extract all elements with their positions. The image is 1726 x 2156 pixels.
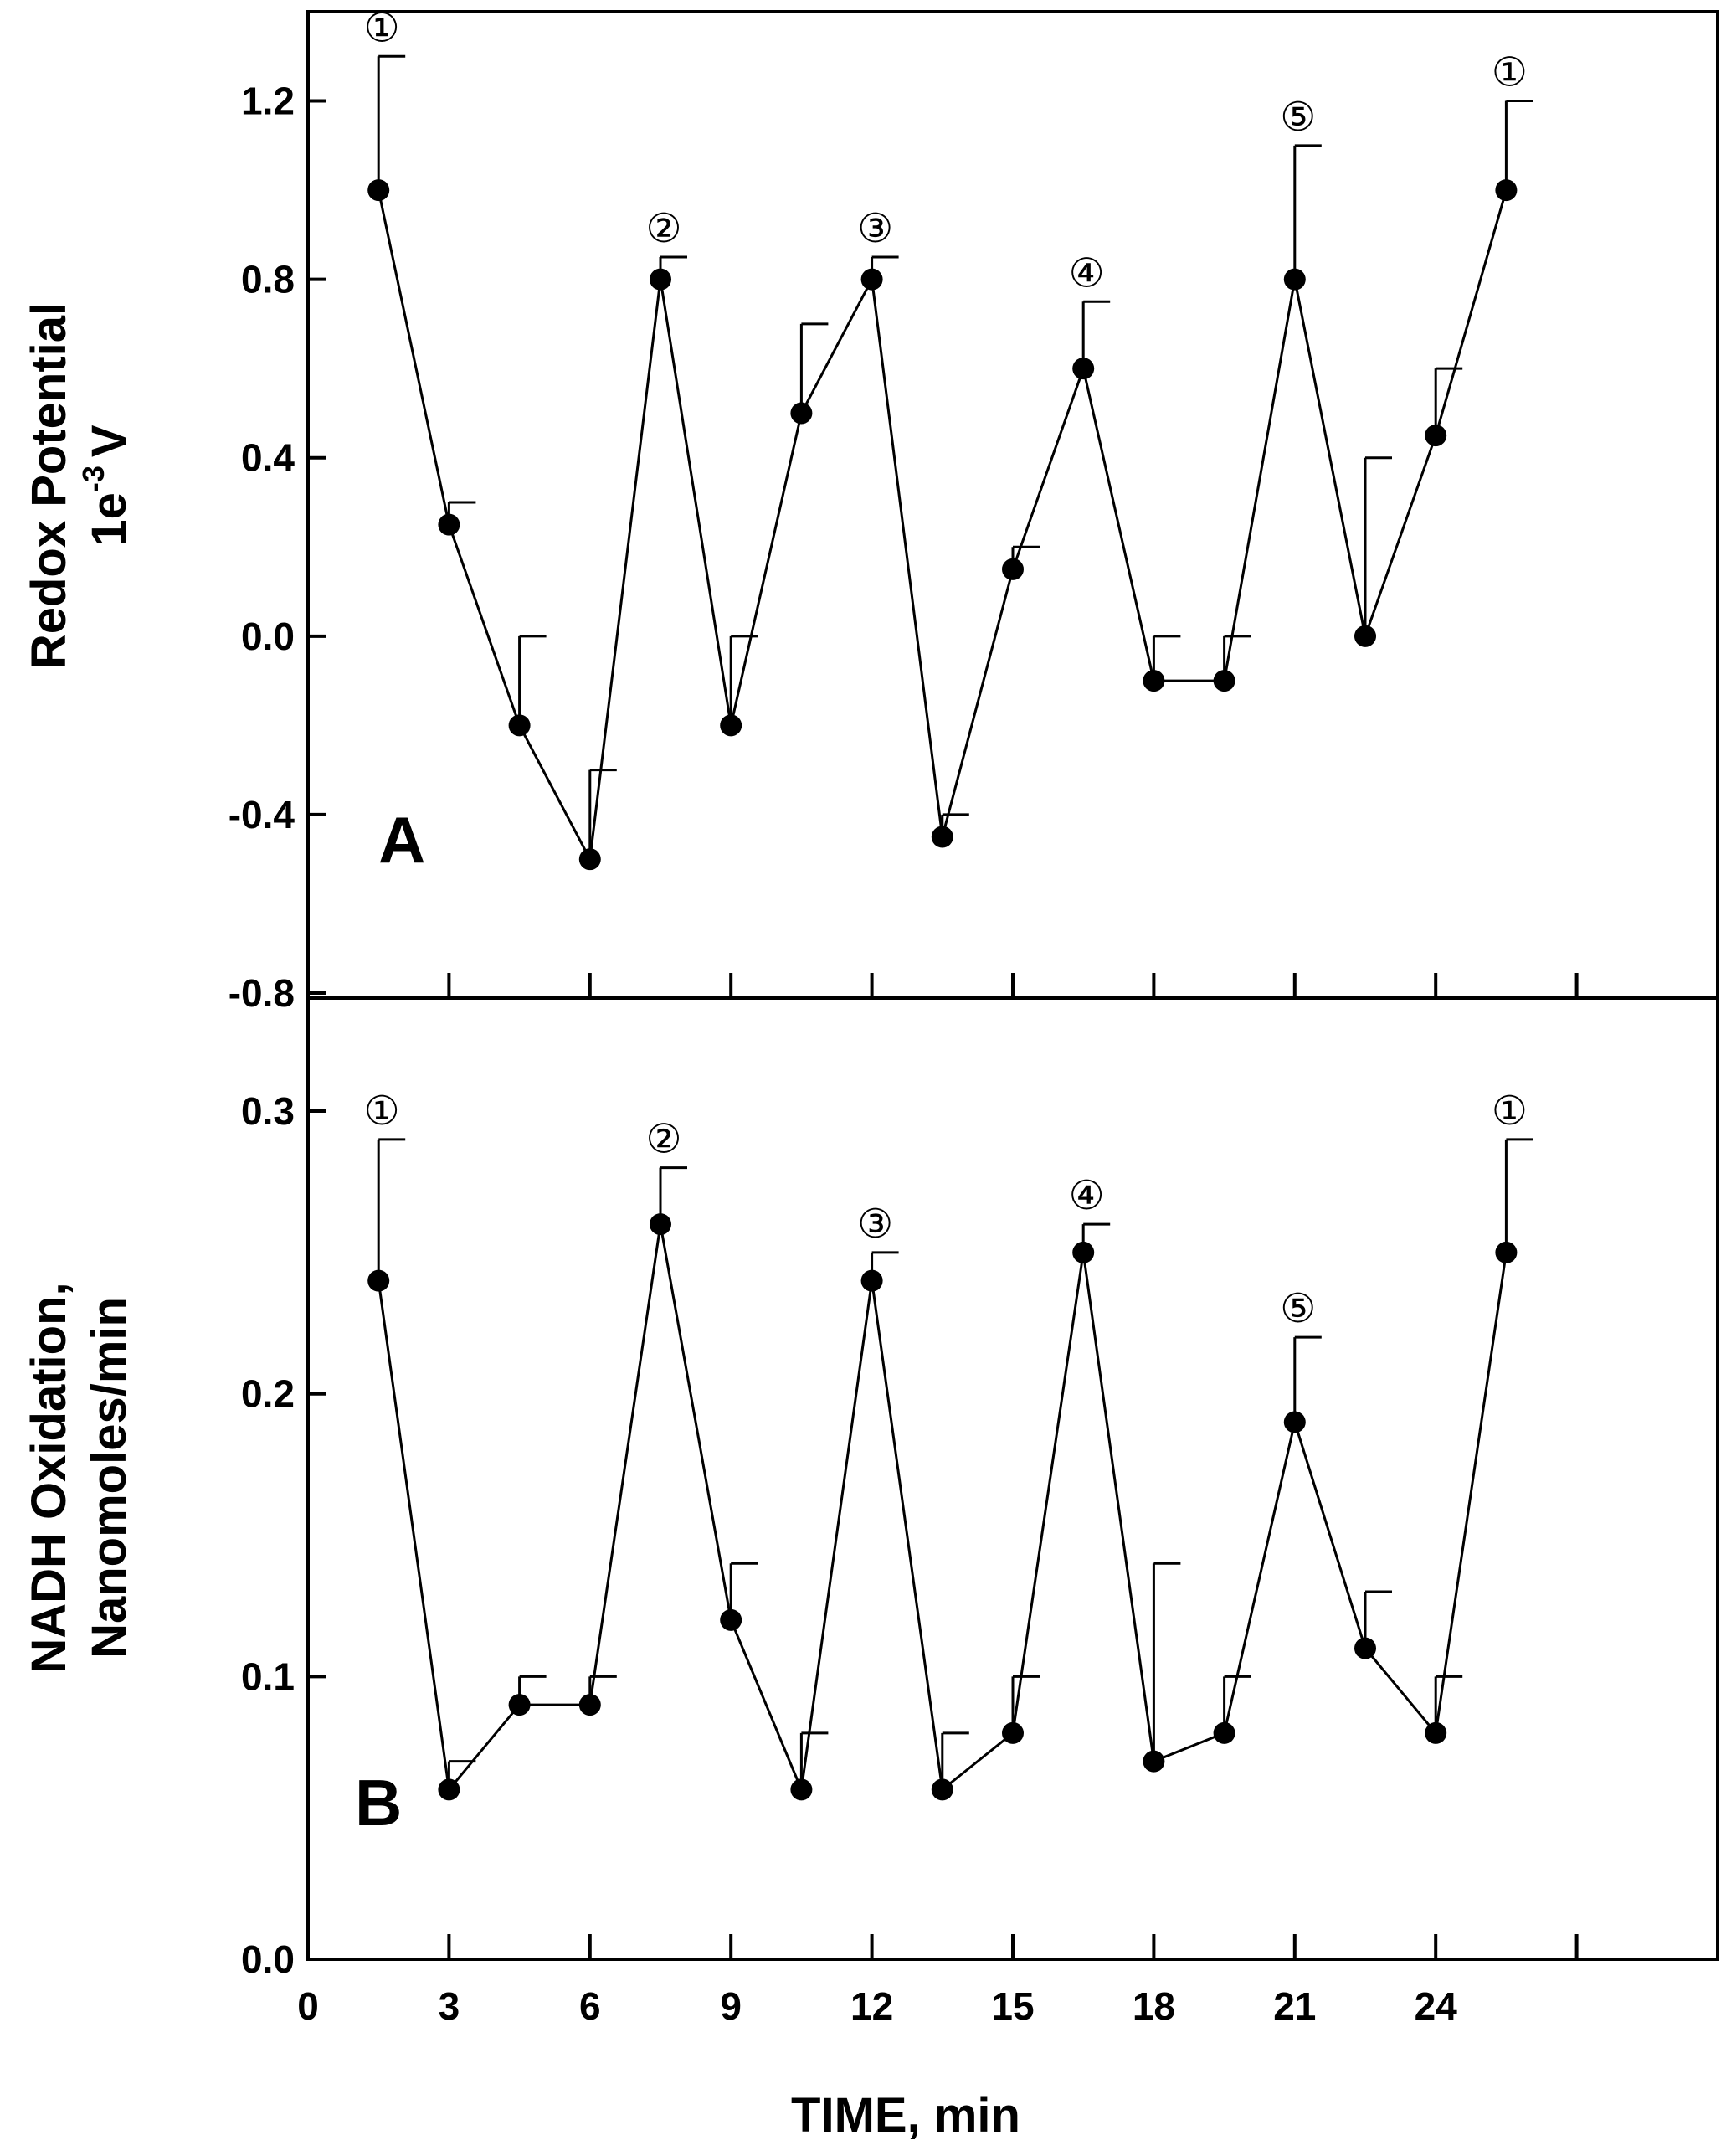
- panel-b-point-15: [1425, 1721, 1447, 1744]
- panel-a-ylabel-line1: Redox Potential: [22, 302, 76, 669]
- panel-a-point-9: [1002, 558, 1024, 580]
- panel-a-ytick-label-2: 0.0: [241, 615, 295, 658]
- panel-a-peak-label-0: ①: [364, 4, 400, 51]
- panel-a-ytick-label-3: 0.4: [241, 436, 295, 480]
- panel-b-peak-label-3: ④: [1069, 1172, 1105, 1219]
- panel-b-point-11: [1143, 1750, 1165, 1773]
- x-tick-label-0: 0: [297, 1984, 319, 2028]
- panel-b-point-6: [790, 1778, 813, 1801]
- panel-b-ytick-label-0: 0.0: [241, 1937, 295, 1981]
- panel-a-point-7: [860, 268, 883, 291]
- x-tick-label-2: 6: [579, 1984, 601, 2028]
- panel-b-ytick-label-2: 0.2: [241, 1372, 295, 1416]
- panel-a-point-12: [1213, 670, 1235, 692]
- panel-b-label: B: [355, 1766, 402, 1840]
- x-axis: 0 3 6 9 12 15 18 21 24: [297, 1984, 1457, 2028]
- panel-b-peak-label-4: ⑤: [1280, 1285, 1316, 1332]
- ylabel-unit: V: [82, 425, 136, 457]
- panel-b-point-14: [1354, 1637, 1376, 1659]
- panel-b-ytick-label-1: 0.1: [241, 1654, 295, 1698]
- panel-a-point-2: [508, 714, 531, 737]
- ylabel-exponent: -3: [76, 466, 110, 492]
- ylabel-base: 1e: [82, 492, 136, 547]
- panel-b-point-3: [578, 1694, 601, 1716]
- panel-b-content: 0.0 0.1 0.2 0.3 ① ② ③ ④ ⑤ ①: [241, 1088, 1579, 1981]
- panel-b-point-1: [438, 1778, 460, 1801]
- panel-a-content: -0.8 -0.4 0.0 0.4 0.8 1.2 ① ② ③ ④ ⑤ ①: [229, 4, 1579, 1015]
- panel-b-point-9: [1002, 1721, 1024, 1744]
- panel-b-ytick-label-3: 0.3: [241, 1089, 295, 1133]
- panel-b-point-13: [1283, 1411, 1306, 1433]
- panel-b-point-7: [860, 1269, 883, 1292]
- panel-b-ylabel-line2: Nanomoles/min: [82, 1297, 136, 1659]
- panel-a-point-13: [1283, 268, 1306, 291]
- panel-a-peak-label-1: ②: [645, 205, 681, 252]
- panel-a-ytick-label-5: 1.2: [241, 80, 295, 123]
- x-tick-label-3: 9: [720, 1984, 742, 2028]
- panel-b-point-8: [931, 1778, 953, 1801]
- x-tick-label-1: 3: [439, 1984, 460, 2028]
- panel-a-peak-label-2: ③: [857, 205, 893, 252]
- panel-a-point-15: [1425, 425, 1447, 447]
- panel-b-point-12: [1213, 1721, 1235, 1744]
- panel-b-point-2: [508, 1694, 531, 1716]
- x-axis-title: TIME, min: [791, 2088, 1020, 2143]
- x-tick-label-8: 24: [1415, 1984, 1458, 2028]
- panel-a-point-1: [438, 513, 460, 536]
- panel-a-series-line: [377, 189, 1508, 864]
- panel-b-point-4: [650, 1213, 671, 1236]
- panel-b-peak-label-0: ①: [364, 1088, 400, 1135]
- panel-a-label: A: [378, 803, 425, 877]
- panel-a-ytick-label-0: -0.8: [229, 971, 295, 1015]
- x-tick-label-4: 12: [850, 1984, 893, 2028]
- panel-a-point-11: [1143, 670, 1165, 692]
- panel-a-point-8: [931, 826, 953, 848]
- panel-a-ytick-label-4: 0.8: [241, 258, 295, 301]
- panel-b-peak-label-5: ①: [1492, 1088, 1528, 1135]
- x-tick-label-5: 15: [991, 1984, 1034, 2028]
- panel-b-point-10: [1072, 1241, 1095, 1263]
- panel-a-point-4: [650, 268, 671, 291]
- panel-a-point-5: [720, 714, 742, 737]
- panel-b-point-16: [1495, 1241, 1518, 1263]
- panel-a-point-16: [1495, 179, 1518, 202]
- panel-a-ylabel-line2: 1e-3 V: [76, 425, 136, 547]
- panel-b-series-line: [377, 1223, 1508, 1795]
- panel-a-point-14: [1354, 625, 1376, 647]
- panel-b-point-0: [367, 1269, 390, 1292]
- panel-a-peak-label-3: ④: [1069, 250, 1105, 296]
- x-tick-label-7: 21: [1273, 1984, 1316, 2028]
- x-tick-label-6: 18: [1133, 1984, 1175, 2028]
- panel-b-peak-label-1: ②: [645, 1116, 681, 1163]
- panel-a-point-6: [790, 402, 813, 425]
- panel-a-peak-label-4: ⑤: [1280, 94, 1316, 141]
- panel-a-point-10: [1072, 358, 1095, 380]
- panel-b-ylabel-line1: NADH Oxidation,: [22, 1282, 76, 1673]
- panel-a-peak-label-5: ①: [1492, 49, 1528, 96]
- panel-a-point-0: [367, 179, 390, 202]
- panel-a-ytick-label-1: -0.4: [229, 793, 295, 836]
- panel-b-peak-label-2: ③: [857, 1201, 893, 1248]
- panel-b-point-5: [720, 1608, 742, 1631]
- panel-a-point-3: [578, 848, 601, 871]
